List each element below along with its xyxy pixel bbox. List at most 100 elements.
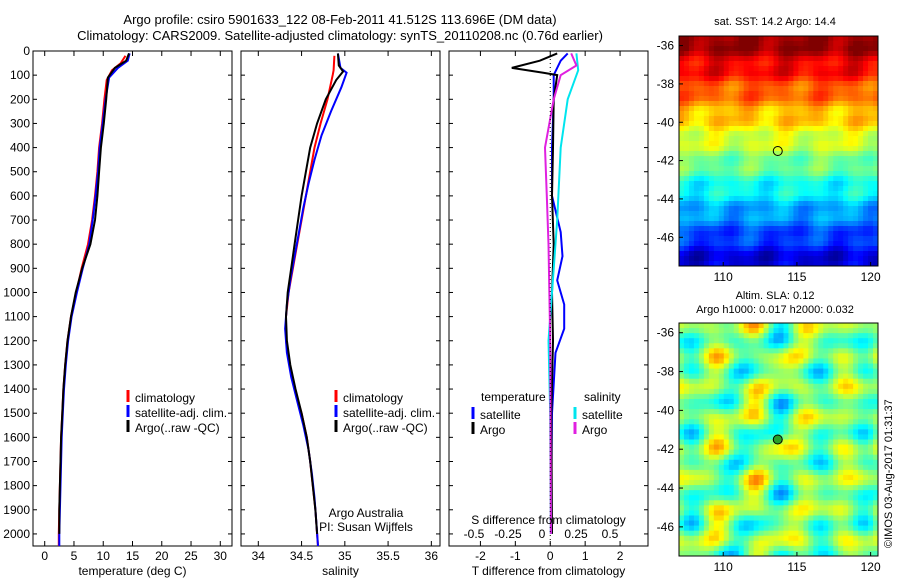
heatmap-cell (823, 101, 829, 107)
heatmap-cell (713, 343, 720, 349)
heatmap-cell (723, 348, 730, 354)
heatmap-cell (743, 71, 750, 77)
heatmap-cell (818, 136, 824, 142)
heatmap-cell (828, 545, 834, 552)
heatmap-cell (683, 106, 690, 112)
heatmap-cell (833, 388, 839, 395)
heatmap-cell (723, 101, 730, 107)
heatmap-cell (693, 251, 700, 257)
heatmap-cell (848, 550, 854, 557)
heatmap-cell (803, 323, 809, 329)
heatmap-cell (853, 490, 859, 496)
heatmap-cell (778, 480, 784, 486)
heatmap-cell (768, 373, 774, 380)
heatmap-cell (693, 136, 700, 142)
heatmap-cell (868, 540, 874, 547)
heatmap-cell (818, 464, 824, 471)
heatmap-cell (818, 71, 824, 77)
heatmap-cell (803, 231, 809, 237)
heatmap-cell (679, 398, 685, 405)
heatmap-cell (783, 181, 789, 187)
x-axis-label: T difference from climatology (472, 564, 626, 578)
heatmap-cell (868, 454, 874, 461)
heatmap-cell (728, 126, 735, 132)
heatmap-cell (728, 474, 735, 481)
heatmap-cell (768, 231, 774, 237)
heatmap-cell (838, 141, 844, 147)
heatmap-cell (773, 181, 779, 187)
heatmap-cell (683, 505, 690, 511)
heatmap-cell (708, 323, 715, 329)
heatmap-cell (848, 151, 854, 157)
heatmap-cell (813, 106, 819, 112)
heatmap-cell (738, 469, 745, 476)
heatmap-cell (818, 241, 824, 247)
heatmap-cell (803, 191, 809, 197)
heatmap-cell (848, 545, 854, 552)
heatmap-cell (713, 141, 720, 147)
heatmap-cell (728, 398, 735, 405)
heatmap-cell (873, 56, 879, 62)
heatmap-cell (698, 505, 705, 511)
heatmap-cell (828, 81, 834, 87)
heatmap-cell (863, 51, 869, 57)
heatmap-cell (788, 480, 794, 486)
heatmap-cell (803, 505, 809, 511)
heatmap-cell (753, 146, 760, 152)
heatmap-cell (788, 171, 794, 177)
heatmap-cell (768, 454, 774, 461)
top-x-tick-label: -0.5 (464, 527, 485, 541)
heatmap-cell (838, 226, 844, 232)
heatmap-cell (718, 246, 725, 252)
heatmap-cell (733, 61, 740, 67)
heatmap-cell (868, 196, 874, 202)
heatmap-cell (718, 156, 725, 162)
heatmap-cell (753, 241, 760, 247)
heatmap-cell (843, 469, 849, 476)
heatmap-cell (693, 424, 700, 430)
heatmap-cell (763, 525, 769, 532)
heatmap-cell (733, 211, 740, 217)
heatmap-cell (679, 106, 685, 112)
heatmap-cell (853, 434, 859, 440)
heatmap-cell (863, 241, 869, 247)
heatmap-cell (778, 485, 784, 491)
heatmap-cell (823, 186, 829, 192)
heatmap-cell (718, 81, 725, 87)
heatmap-cell (768, 216, 774, 222)
heatmap-cell (853, 71, 859, 77)
legend-label: Argo (582, 423, 608, 437)
map-x-tick-label: 120 (861, 270, 881, 284)
heatmap-cell (763, 378, 769, 385)
heatmap-cell (733, 241, 740, 247)
heatmap-cell (763, 323, 769, 329)
heatmap-cell (813, 251, 819, 257)
heatmap-cell (833, 515, 839, 521)
heatmap-cell (828, 216, 834, 222)
heatmap-cell (838, 241, 844, 247)
heatmap-cell (718, 46, 725, 52)
heatmap-cell (688, 474, 695, 481)
heatmap-cell (728, 353, 735, 359)
heatmap-cell (713, 459, 720, 466)
heatmap-cell (828, 176, 834, 182)
heatmap-cell (738, 251, 745, 257)
heatmap-cell (708, 495, 715, 501)
heatmap-cell (758, 434, 764, 440)
heatmap-cell (798, 383, 804, 390)
heatmap-cell (773, 449, 779, 456)
heatmap-cell (858, 378, 864, 385)
heatmap-cell (833, 414, 839, 420)
profile-location-marker (772, 146, 783, 156)
heatmap-cell (828, 464, 834, 471)
heatmap-cell (728, 101, 735, 107)
heatmap-cell (783, 490, 789, 496)
heatmap-cell (758, 373, 764, 380)
heatmap-cell (743, 439, 750, 445)
heatmap-cell (748, 246, 755, 252)
heatmap-cell (748, 221, 755, 227)
heatmap-cell (698, 419, 705, 425)
heatmap-cell (693, 510, 700, 516)
heatmap-cell (733, 51, 740, 57)
heatmap-cell (823, 201, 829, 207)
